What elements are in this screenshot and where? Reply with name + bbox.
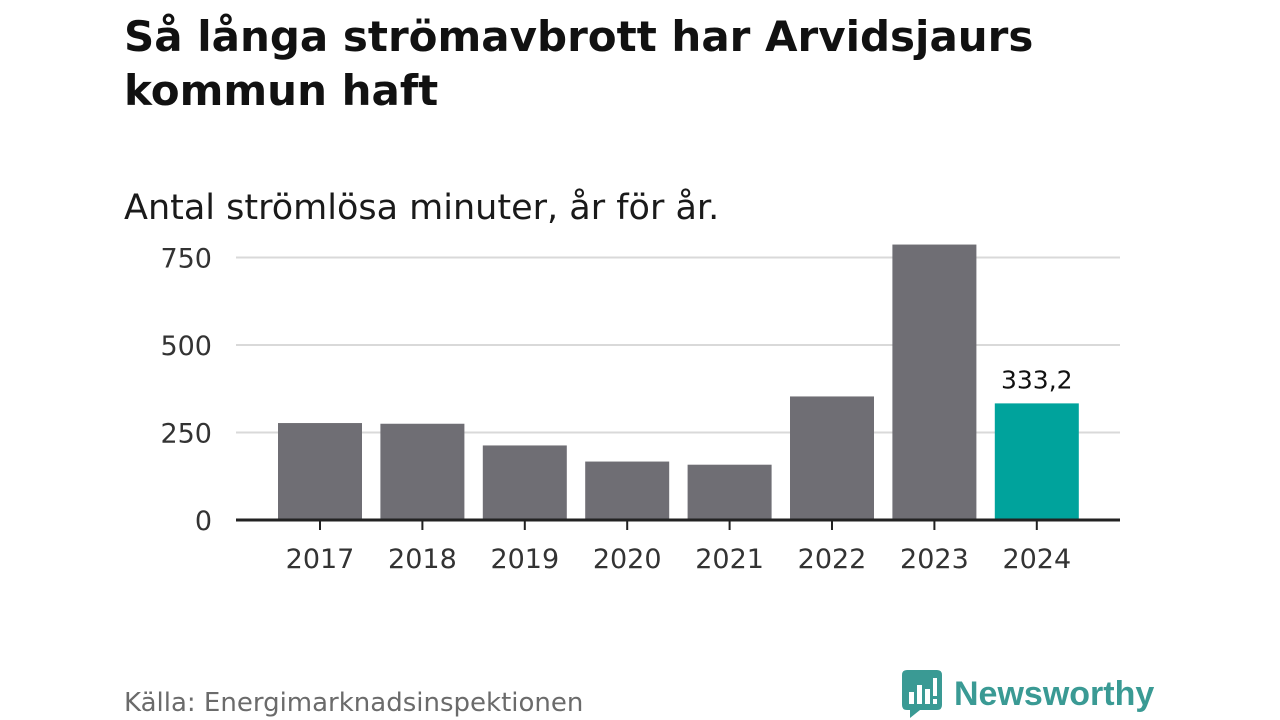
bar xyxy=(994,403,1079,520)
x-tick-label: 2020 xyxy=(593,544,662,575)
data-label: 333,2 xyxy=(1001,365,1073,394)
bar xyxy=(278,423,362,520)
x-tick-label: 2022 xyxy=(798,544,867,575)
x-tick-label: 2017 xyxy=(286,544,355,575)
x-tick-label: 2024 xyxy=(1002,544,1071,575)
bar xyxy=(380,423,465,520)
x-tick-label: 2018 xyxy=(388,544,457,575)
brand-name: Newsworthy xyxy=(954,674,1155,713)
x-tick-label: 2019 xyxy=(490,544,559,575)
brand-logo: Newsworthy xyxy=(902,670,1154,718)
bar xyxy=(687,464,772,520)
bar xyxy=(790,396,874,520)
x-tick-label: 2021 xyxy=(695,544,764,575)
bar xyxy=(585,461,670,520)
chart-title: Så långa strömavbrott har Arvidsjaurs ko… xyxy=(124,12,1034,115)
chart-subtitle: Antal strömlösa minuter, år för år. xyxy=(124,188,720,228)
bar xyxy=(482,445,567,520)
y-tick-label: 500 xyxy=(160,331,212,362)
source-note: Källa: Energimarknadsinspektionen xyxy=(124,688,584,718)
x-tick-label: 2023 xyxy=(900,544,969,575)
y-tick-label: 0 xyxy=(195,506,212,537)
bar xyxy=(892,244,977,521)
newsworthy-logo-icon xyxy=(902,670,942,718)
y-tick-label: 750 xyxy=(160,244,212,275)
y-tick-label: 250 xyxy=(160,419,212,450)
